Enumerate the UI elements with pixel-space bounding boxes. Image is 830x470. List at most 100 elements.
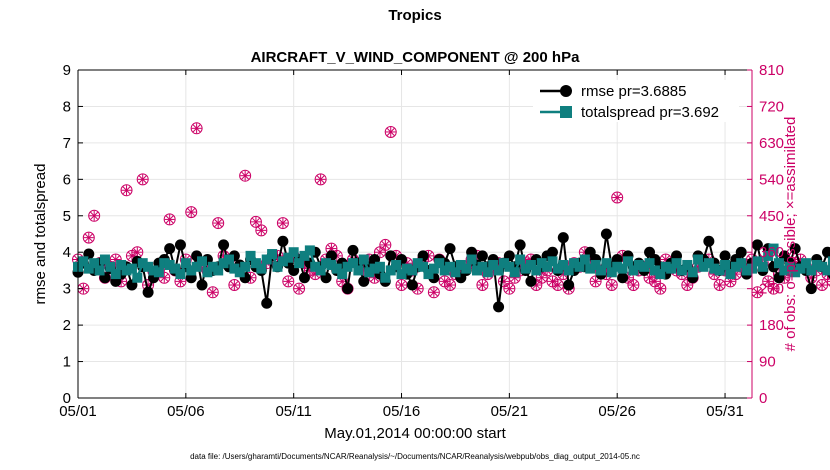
totalspread-point bbox=[827, 256, 830, 267]
obs-possible-marker bbox=[826, 276, 830, 287]
totalspread-point bbox=[353, 265, 364, 276]
totalspread-point bbox=[461, 263, 472, 274]
totalspread-point bbox=[170, 263, 181, 274]
totalspread-point bbox=[412, 258, 423, 269]
totalspread-point bbox=[380, 272, 391, 283]
obs-assimilated-marker bbox=[128, 251, 136, 260]
totalspread-point bbox=[569, 258, 580, 269]
obs-possible-marker bbox=[589, 275, 602, 288]
totalspread-point bbox=[547, 256, 558, 267]
totalspread-point bbox=[99, 254, 110, 265]
totalspread-point bbox=[207, 261, 218, 272]
totalspread-point bbox=[763, 250, 774, 261]
chart-title: Tropics bbox=[388, 7, 441, 24]
rmse-point bbox=[751, 239, 763, 251]
totalspread-point bbox=[542, 261, 553, 272]
obs-point bbox=[713, 279, 726, 292]
totalspread-point bbox=[148, 265, 159, 276]
totalspread-point bbox=[800, 258, 811, 269]
y-tick-label: 8 bbox=[63, 98, 71, 115]
totalspread-point bbox=[121, 265, 132, 276]
totalspread-point bbox=[374, 261, 385, 272]
totalspread-point bbox=[283, 252, 294, 263]
obs-possible-marker bbox=[379, 238, 392, 251]
totalspread-point bbox=[288, 247, 299, 258]
y-tick-label: 1 bbox=[63, 354, 71, 371]
y2-tick-label: 360 bbox=[759, 244, 784, 261]
rmse-point bbox=[735, 246, 747, 258]
totalspread-point bbox=[401, 263, 412, 274]
obs-point bbox=[816, 279, 829, 292]
totalspread-point bbox=[445, 261, 456, 272]
rmse-point bbox=[142, 286, 154, 298]
obs-possible-marker bbox=[136, 173, 149, 186]
totalspread-point bbox=[89, 258, 100, 269]
obs-possible-marker bbox=[503, 282, 516, 295]
totalspread-point bbox=[817, 261, 828, 272]
obs-point bbox=[206, 286, 219, 299]
totalspread-point bbox=[682, 259, 693, 270]
totalspread-point bbox=[558, 259, 569, 270]
totalspread-point bbox=[730, 261, 741, 272]
legend-rmse-label: rmse pr=3.6885 bbox=[581, 83, 686, 100]
totalspread-point bbox=[741, 265, 752, 276]
totalspread-point bbox=[396, 269, 407, 280]
totalspread-point bbox=[649, 265, 660, 276]
totalspread-point bbox=[644, 258, 655, 269]
totalspread-point bbox=[509, 267, 520, 278]
totalspread-point bbox=[326, 259, 337, 270]
obs-possible-marker bbox=[627, 279, 640, 292]
totalspread-point bbox=[175, 269, 186, 280]
totalspread-point bbox=[202, 267, 213, 278]
totalspread-point bbox=[186, 265, 197, 276]
obs-possible-marker bbox=[611, 191, 624, 204]
totalspread-point bbox=[347, 258, 358, 269]
obs-assimilated-marker bbox=[769, 284, 778, 293]
obs-assimilated-marker bbox=[715, 281, 724, 289]
obs-assimilated-marker bbox=[413, 284, 422, 293]
totalspread-point bbox=[418, 261, 429, 272]
totalspread-point bbox=[596, 265, 607, 276]
totalspread-point bbox=[795, 263, 806, 274]
totalspread-point bbox=[666, 263, 677, 274]
obs-point bbox=[497, 275, 510, 288]
rmse-point bbox=[174, 239, 186, 251]
rmse-point bbox=[218, 239, 230, 251]
y2-tick-label: 450 bbox=[759, 208, 784, 225]
totalspread-point bbox=[434, 258, 445, 269]
rmse-point bbox=[525, 275, 537, 287]
obs-point bbox=[249, 215, 262, 228]
totalspread-point bbox=[234, 267, 245, 278]
y2-tick-label: 720 bbox=[759, 98, 784, 115]
obs-point bbox=[276, 217, 289, 230]
obs-assimilated-marker bbox=[90, 211, 99, 220]
obs-possible-marker bbox=[605, 279, 618, 292]
obs-point bbox=[384, 125, 397, 138]
obs-possible-marker bbox=[384, 125, 397, 138]
totalspread-point bbox=[736, 258, 747, 269]
obs-point bbox=[255, 224, 268, 237]
totalspread-point bbox=[364, 267, 375, 278]
totalspread-point bbox=[245, 250, 256, 261]
rmse-point bbox=[617, 272, 629, 284]
y-tick-label: 6 bbox=[63, 171, 71, 188]
totalspread-point bbox=[310, 261, 321, 272]
obs-assimilated-marker bbox=[257, 226, 266, 235]
totalspread-point bbox=[660, 261, 671, 272]
totalspread-point bbox=[439, 265, 450, 276]
obs-assimilated-marker bbox=[295, 284, 303, 293]
totalspread-point bbox=[773, 258, 784, 269]
rmse-point bbox=[164, 243, 176, 255]
totalspread-point bbox=[703, 258, 714, 269]
rmse-point bbox=[493, 301, 505, 313]
obs-possible-marker bbox=[427, 286, 440, 299]
totalspread-point bbox=[407, 265, 418, 276]
totalspread-point bbox=[628, 265, 639, 276]
totalspread-point bbox=[714, 265, 725, 276]
obs-assimilated-marker bbox=[553, 281, 562, 289]
rmse-point bbox=[298, 272, 310, 284]
y2-axis-label: # of obs: o=possible; ×=assimilated bbox=[782, 117, 799, 352]
totalspread-point bbox=[552, 263, 563, 274]
totalspread-point bbox=[450, 267, 461, 278]
obs-possible-marker bbox=[190, 122, 203, 135]
